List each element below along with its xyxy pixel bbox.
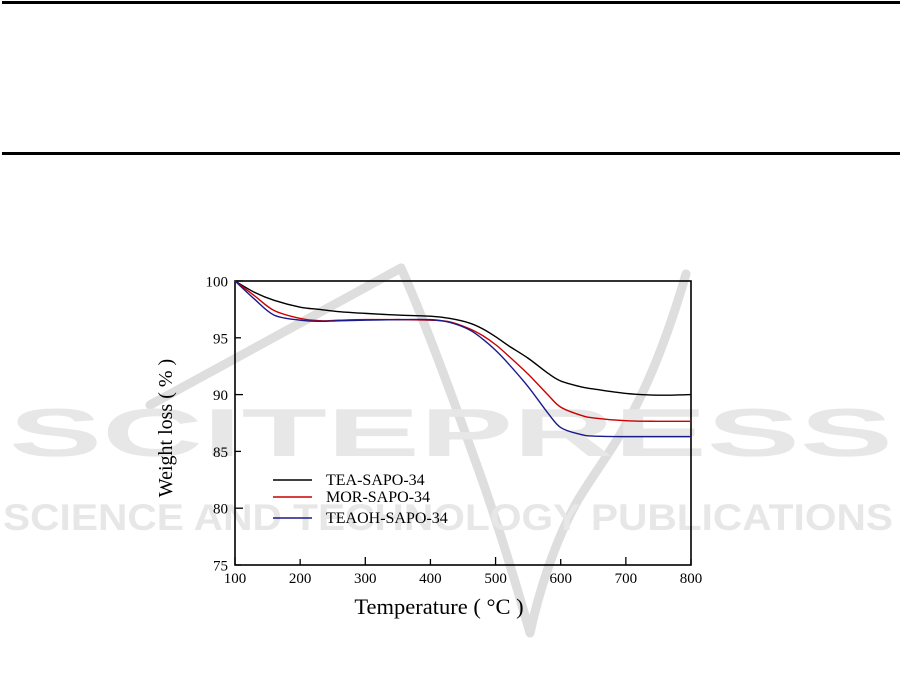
svg-text:SCIENCE AND TECHNOLOGY PUBLICA: SCIENCE AND TECHNOLOGY PUBLICATIONS xyxy=(3,497,893,538)
svg-text:85: 85 xyxy=(213,445,228,461)
svg-text:100: 100 xyxy=(206,275,229,291)
svg-text:SCITEPRESS: SCITEPRESS xyxy=(9,395,893,471)
svg-text:75: 75 xyxy=(213,559,228,575)
svg-text:80: 80 xyxy=(213,502,228,518)
svg-text:700: 700 xyxy=(615,571,638,587)
svg-text:MOR-SAPO-34: MOR-SAPO-34 xyxy=(326,489,430,506)
svg-text:500: 500 xyxy=(484,571,507,587)
svg-text:95: 95 xyxy=(213,331,228,347)
svg-text:TEA-SAPO-34: TEA-SAPO-34 xyxy=(326,472,425,489)
svg-text:800: 800 xyxy=(680,571,703,587)
svg-text:300: 300 xyxy=(354,571,377,587)
svg-text:600: 600 xyxy=(549,571,572,587)
svg-text:200: 200 xyxy=(289,571,312,587)
svg-text:90: 90 xyxy=(213,388,228,404)
svg-text:Weight loss ( % ): Weight loss ( % ) xyxy=(155,359,177,497)
svg-text:400: 400 xyxy=(419,571,442,587)
svg-text:Temperature ( °C ): Temperature ( °C ) xyxy=(354,594,523,619)
svg-text:TEAOH-SAPO-34: TEAOH-SAPO-34 xyxy=(326,510,448,527)
